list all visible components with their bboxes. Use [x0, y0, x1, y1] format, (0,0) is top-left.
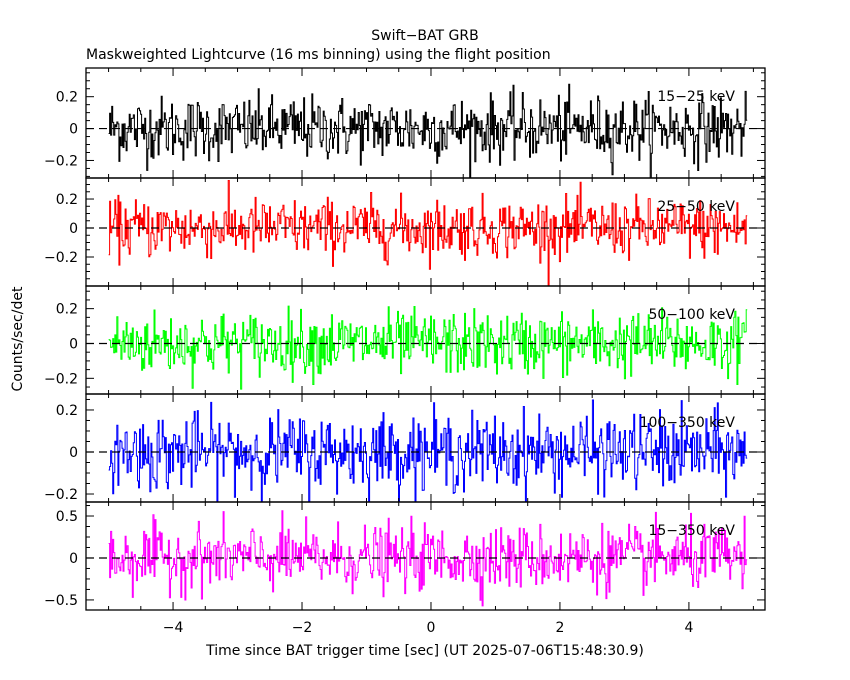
y-axis-label: Counts/sec/det	[10, 286, 26, 391]
panel-4: −0.2 0 0.2 100−350 keV	[44, 393, 766, 503]
y-tick-label: 0	[69, 336, 78, 352]
series-line	[108, 180, 748, 286]
x-tick-label: 2	[555, 620, 564, 636]
y-tick-label: 0.2	[56, 302, 78, 318]
y-tick-label: −0.2	[44, 153, 78, 169]
band-label: 15−350 keV	[648, 523, 735, 539]
y-tick-label: −0.2	[44, 487, 78, 503]
band-label: 100−350 keV	[640, 415, 736, 431]
x-axis-label: Time since BAT trigger time [sec] (UT 20…	[205, 643, 644, 659]
y-tick-label: −0.2	[44, 250, 78, 266]
panel-frame	[85, 501, 766, 611]
chart-subtitle: Maskweighted Lightcurve (16 ms binning) …	[86, 47, 551, 63]
series-line	[108, 510, 748, 607]
chart-title: Swift−BAT GRB	[371, 28, 478, 44]
panel-2: −0.2 0 0.2 25−50 keV	[44, 177, 766, 287]
y-tick-label: 0.5	[56, 509, 78, 525]
panel-3: −0.2 0 0.2 50−100 keV	[44, 285, 766, 395]
y-tick-label: 0	[69, 122, 78, 138]
panel-1: −0.2 0 0.2 15−25 keV	[44, 67, 766, 179]
x-tick-label: −2	[292, 620, 313, 636]
y-tick-label: 0.2	[56, 90, 78, 106]
y-tick-label: 0	[69, 221, 78, 237]
y-tick-label: 0	[69, 445, 78, 461]
x-tick-label: 0	[427, 620, 436, 636]
panel-frame	[85, 285, 766, 395]
y-tick-label: 0.2	[56, 403, 78, 419]
y-tick-label: 0	[69, 551, 78, 567]
band-label: 50−100 keV	[648, 307, 735, 323]
y-tick-label: 0.2	[56, 192, 78, 208]
band-label: 25−50 keV	[657, 199, 735, 215]
x-tick-label: 4	[684, 620, 693, 636]
panel-5: −0.5 0 0.5 15−350 keV	[44, 501, 766, 611]
y-tick-label: −0.2	[44, 371, 78, 387]
series-line	[108, 305, 748, 390]
x-tick-label: −4	[163, 620, 184, 636]
band-label: 15−25 keV	[657, 89, 735, 105]
y-tick-label: −0.5	[44, 593, 78, 609]
series-line	[108, 399, 748, 502]
series-line	[108, 83, 748, 178]
